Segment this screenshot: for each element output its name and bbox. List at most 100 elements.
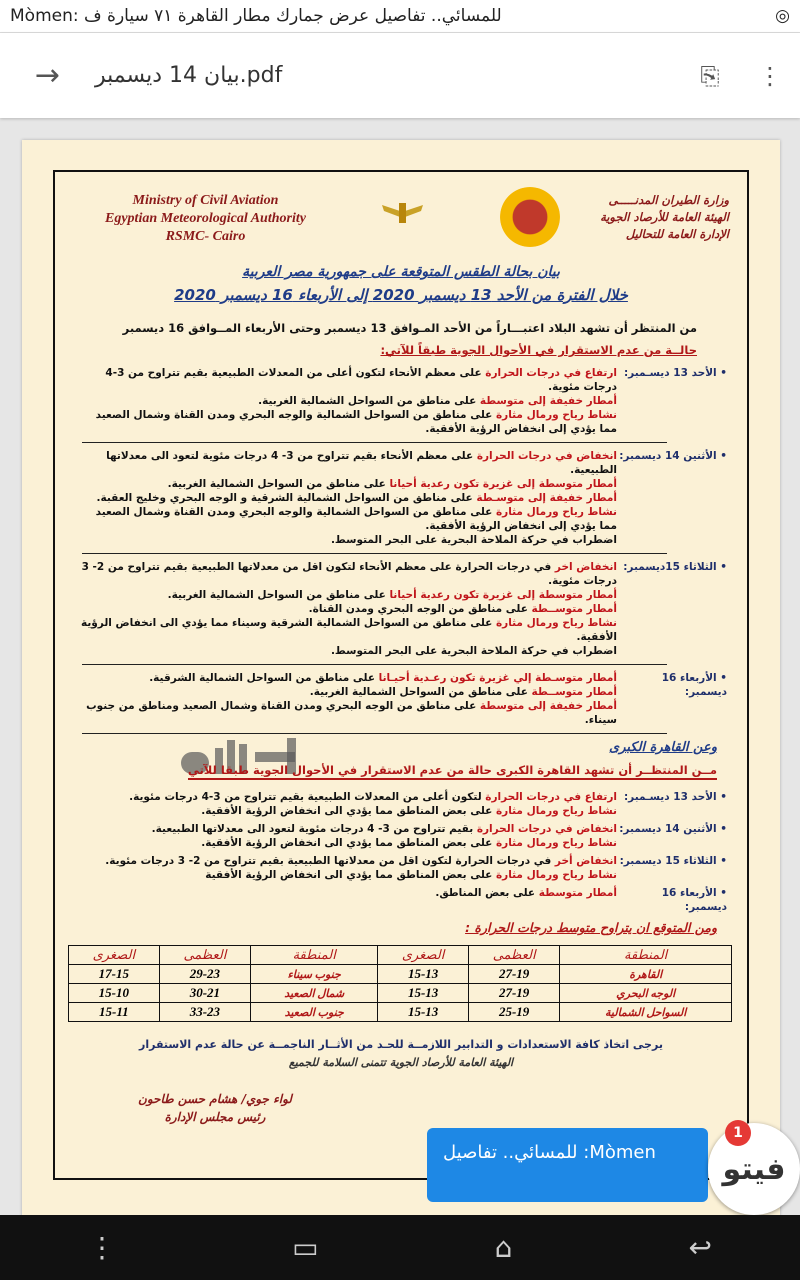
signature: لواء جوي/ هشام حسن طاحون رئيس مجلس الإدا… bbox=[115, 1090, 315, 1126]
forecast-line: أمطار خفيفة إلى متوسطة على مناطق من الوج… bbox=[75, 699, 617, 727]
line-text: على بعض المناطق مما يؤدي الى انخفاض الرؤ… bbox=[201, 837, 496, 849]
highlight-text: ارتفاع في درجات الحرارة bbox=[485, 791, 617, 803]
line-text: على معظم الأنحاء بقيم تتراوح من 3- 4 درج… bbox=[106, 450, 617, 476]
document-body: من المنتظر أن تشهد البلاد اعتبـــاراً من… bbox=[55, 320, 747, 1126]
chat-head-avatar[interactable]: فيتو bbox=[708, 1123, 800, 1215]
line-text: على مناطق من السواحل الشمالية الغربية. bbox=[167, 589, 390, 601]
header-en-line: Ministry of Civil Aviation bbox=[132, 193, 279, 208]
temp-cell: 15-13 bbox=[377, 983, 469, 1003]
menu-dots-icon[interactable]: ⋮ bbox=[88, 1231, 117, 1264]
highlight-text: أمطار متوسطة bbox=[538, 887, 617, 899]
footer-advice: يرجى اتخاذ كافة الاستعدادات و التدابير ا… bbox=[139, 1038, 663, 1051]
forecast-day: • الأربعاء 16 ديسمبر: أمطار متوسـطة إلي غ… bbox=[75, 671, 727, 727]
temp-cell: 15-13 bbox=[377, 1002, 469, 1022]
header-ar-line: الهيئة العامة للأرصاد الجوية bbox=[600, 210, 729, 224]
temp-cell: 30-21 bbox=[158, 983, 252, 1003]
recents-icon[interactable]: ▭ bbox=[292, 1231, 319, 1264]
toolbar: → بيان 14 ديسمبر.pdf ⎘ ⋮ bbox=[0, 33, 800, 118]
divider bbox=[82, 733, 667, 734]
highlight-text: أمطار متوســطة bbox=[531, 686, 617, 698]
arrow-back-icon[interactable]: → bbox=[34, 58, 61, 93]
line-text: اضطراب في حركة الملاحة البحرية على البحر… bbox=[330, 645, 617, 657]
highlight-text: أمطار خفيفة إلى متوسـطة bbox=[476, 492, 617, 504]
column-header: العظمى bbox=[158, 945, 252, 965]
home-icon[interactable]: ⌂ bbox=[494, 1231, 513, 1264]
temp-cell: 27-19 bbox=[467, 964, 561, 984]
pdf-page: Ministry of Civil Aviation Egyptian Mete… bbox=[22, 140, 780, 1220]
header-english: Ministry of Civil Aviation Egyptian Mete… bbox=[105, 192, 306, 246]
civil-aviation-logo bbox=[382, 203, 423, 223]
day-details: أمطار متوسطة على بعض المناطق. bbox=[75, 886, 617, 914]
highlight-text: نشاط رياح ورمال مثارة bbox=[495, 837, 617, 849]
more-vert-icon[interactable]: ⋮ bbox=[758, 61, 782, 90]
line-text: على مناطق من السواحل الشمالية الغربية. bbox=[309, 686, 532, 698]
document-title: بيان 14 ديسمبر.pdf bbox=[95, 63, 283, 88]
footer-wish: الهيئة العامة للأرصاد الجوية تتمنى السلا… bbox=[288, 1056, 514, 1069]
divider bbox=[82, 664, 667, 665]
highlight-text: أمطار متوسـطة إلي غزيرة تكون رعـدية أحيـ… bbox=[378, 672, 617, 684]
forecast-line: اضطراب في حركة الملاحة البحرية على البحر… bbox=[75, 644, 617, 658]
notification-text: للمسائي.. تفاصيل عرض جمارك مطار القاهرة … bbox=[10, 6, 502, 26]
day-label: • الأربعاء 16 ديسمبر: bbox=[661, 672, 727, 698]
forecast-day: • الثلاثاء 15 ديسمبر: انخفاض أخر في درجات… bbox=[75, 854, 727, 882]
temp-cell: 15-11 bbox=[68, 1002, 160, 1022]
highlight-text: نشاط رياح ورمال مثارة bbox=[495, 805, 617, 817]
temp-cell: 17-15 bbox=[68, 964, 160, 984]
search-document-icon[interactable]: ⎘ bbox=[700, 61, 720, 90]
line-text: على مناطق من السواحل الشمالية الشرقية. bbox=[149, 672, 379, 684]
back-icon[interactable]: ↩ bbox=[688, 1231, 712, 1264]
temp-cell: 25-19 bbox=[467, 1002, 561, 1022]
temp-cell: 27-19 bbox=[467, 983, 561, 1003]
day-details: ارتفاع في درجات الحرارة على معظم الأنحاء… bbox=[75, 366, 617, 436]
header-arabic: وزارة الطيران المدنـــــى الهيئة العامة … bbox=[600, 192, 729, 243]
forecast-day: • الأثنين 14 ديسمبر: انخفاض في درجات الحر… bbox=[75, 449, 727, 547]
region-cell: جنوب سيناء bbox=[250, 964, 379, 984]
divider bbox=[82, 553, 667, 554]
ema-logo bbox=[500, 187, 560, 247]
signature-title: رئيس مجلس الإدارة bbox=[164, 1110, 266, 1124]
highlight-text: نشاط رياح ورمال مثارة bbox=[495, 869, 617, 881]
highlight-text: أمطار متوســطة bbox=[531, 603, 617, 615]
cairo-title: وعن القاهرة الكبرى bbox=[609, 740, 717, 755]
line-text: في درجات الحرارة على معظم الأنحاء لتكون … bbox=[81, 561, 617, 587]
highlight-text: نشاط رياح ورمال مثارة bbox=[495, 617, 617, 629]
line-text: على مناطق من السواحل الشمالية الغربية. bbox=[167, 478, 390, 490]
line-text: على مناطق من السواحل الشمالية الغربية. bbox=[258, 395, 480, 407]
line-text: على بعض المناطق مما يؤدي الى انخفاض الرؤ… bbox=[205, 869, 496, 881]
chat-head-bubble[interactable]: Mòmen: للمسائي.. تفاصيل bbox=[427, 1128, 708, 1202]
line-text: على مناطق من الوجه البحري ومدن القناة وش… bbox=[86, 700, 617, 726]
region-cell: شمال الصعيد bbox=[250, 983, 379, 1003]
forecast-line: انخفاض اخر في درجات الحرارة على معظم الأ… bbox=[75, 560, 617, 588]
forecast-line: أمطار متوسطة على بعض المناطق. bbox=[75, 886, 617, 900]
highlight-text: أمطار خفيفة إلى متوسطة bbox=[479, 700, 617, 712]
day-details: انخفاض في درجات الحرارة بقيم تتراوح من 3… bbox=[75, 822, 617, 850]
forecast-day: • الثلاثاء 15ديسمبر: انخفاض اخر في درجات … bbox=[75, 560, 727, 658]
forecast-line: نشاط رياح ورمال مثارة على بعض المناطق مم… bbox=[75, 868, 617, 882]
temps-title: ومن المتوقع ان يتراوح متوسط درجات الحرار… bbox=[465, 920, 717, 935]
line-text: على بعض المناطق. bbox=[435, 887, 539, 899]
table-row: القاهرة 27-19 15-13 جنوب سيناء 29-23 17-15 bbox=[68, 964, 732, 984]
forecast-day: • الأثنين 14 ديسمبر: انخفاض في درجات الحر… bbox=[75, 822, 727, 850]
forecast-line: أمطار متوســطة على مناطق من الوجه البحري… bbox=[75, 602, 617, 616]
forecast-day: • الأحد 13 ديسـمبر: ارتفاع في درجات الحرا… bbox=[75, 790, 727, 818]
forecast-line: انخفاض في درجات الحرارة بقيم تتراوح من 3… bbox=[75, 822, 617, 836]
doc-period: خلال الفترة من الأحد 13 ديسمبر 2020 إلى … bbox=[174, 286, 628, 304]
doc-title: بيان بحالة الطقس المتوقعة على جمهورية مص… bbox=[242, 264, 560, 280]
line-text: على مناطق من السواحل الشمالية الشرقية و … bbox=[96, 492, 477, 504]
temp-cell: 33-23 bbox=[158, 1002, 252, 1022]
forecast-line: أمطار خفيفة إلى متوسـطة على مناطق من الس… bbox=[75, 491, 617, 505]
day-label: • الأثنين 14 ديسمبر: bbox=[619, 450, 727, 462]
column-header: الصغرى bbox=[377, 945, 469, 965]
day-details: أمطار متوسـطة إلي غزيرة تكون رعـدية أحيـ… bbox=[75, 671, 617, 727]
header-en-line: Egyptian Meteorological Authority bbox=[105, 211, 306, 226]
highlight-text: انخفاض في درجات الحرارة bbox=[476, 823, 617, 835]
forecast-line: انخفاض أخر في درجات الحرارة لتكون اقل من… bbox=[75, 854, 617, 868]
forecast-days: • الأحد 13 ديسـمبر: ارتفاع في درجات الحرا… bbox=[75, 366, 727, 734]
unread-badge: 1 bbox=[725, 1120, 751, 1146]
vito-watermark-logo bbox=[181, 738, 296, 774]
line-text: على مناطق من السواحل الشمالية الشرقية وس… bbox=[80, 617, 617, 643]
temp-cell: 15-10 bbox=[68, 983, 160, 1003]
instability-subtitle: حالــة من عدم الاستقرار في الأحوال الجوي… bbox=[380, 343, 697, 357]
line-text: على بعض المناطق مما يؤدي الى انخفاض الرؤ… bbox=[201, 805, 496, 817]
table-row: السواحل الشمالية 25-19 15-13 جنوب الصعيد 33-… bbox=[68, 1002, 732, 1022]
